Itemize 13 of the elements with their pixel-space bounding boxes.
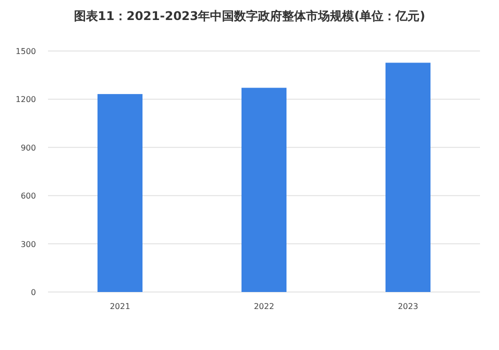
bar <box>98 94 142 292</box>
bar <box>242 88 286 292</box>
y-tick-label: 300 <box>20 240 36 249</box>
y-tick-label: 600 <box>20 192 36 201</box>
chart-title: 图表11：2021-2023年中国数字政府整体市场规模(单位：亿元) <box>74 9 426 23</box>
x-tick-label: 2023 <box>398 302 418 311</box>
y-tick-label: 900 <box>20 143 36 152</box>
y-tick-label: 1200 <box>16 95 36 104</box>
bar <box>386 62 430 292</box>
y-tick-label: 0 <box>30 288 36 297</box>
y-tick-label: 1500 <box>16 47 36 56</box>
x-tick-label: 2022 <box>254 302 274 311</box>
x-tick-label: 2021 <box>110 302 130 311</box>
